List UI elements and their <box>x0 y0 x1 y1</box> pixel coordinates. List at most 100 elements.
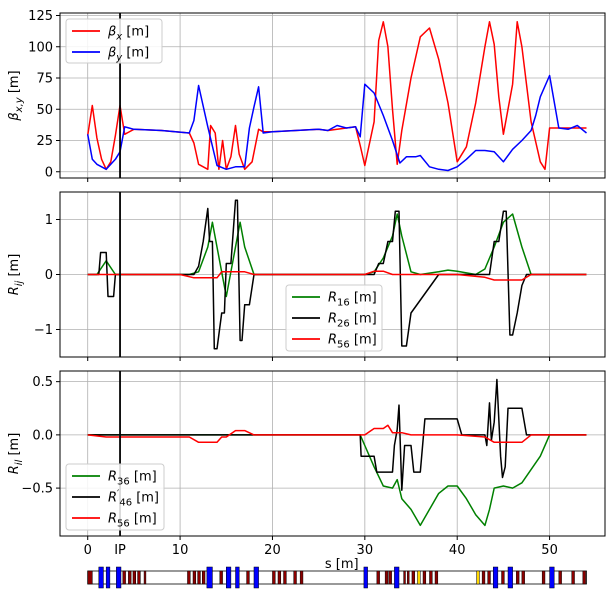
lattice-element-quad <box>492 566 499 589</box>
lattice-element-dipole <box>277 570 282 585</box>
series-line-2 <box>87 199 587 350</box>
lattice-element-dipole <box>582 570 586 585</box>
x-tick-label: 50 <box>541 543 558 558</box>
legend-label: R56 [m] <box>328 333 377 351</box>
lattice-element-dipole <box>571 570 575 585</box>
lattice-element-dipole <box>558 570 562 585</box>
lattice-element-dipole <box>403 570 406 585</box>
y-tick-label: 0 <box>45 165 53 180</box>
lattice-element-quad <box>394 566 400 589</box>
series-line-3 <box>87 270 587 281</box>
legend-1: βx [m] βy [m] <box>65 18 163 64</box>
lattice-element-dipole <box>481 570 486 585</box>
y-tick-label: 50 <box>36 103 53 118</box>
x-tick-label: 40 <box>449 543 466 558</box>
series-line-1 <box>87 213 587 298</box>
legend-label: R16 [m] <box>328 291 377 309</box>
y-axis-label-text: βx,y [m] <box>7 70 25 121</box>
y-tick-label: 100 <box>28 40 53 55</box>
x-tick-label: 0 <box>84 543 92 558</box>
y-tick-label: 0.0 <box>32 428 53 443</box>
x-axis-label: s [m] <box>325 557 359 572</box>
x-tick-label: 30 <box>357 543 374 558</box>
lattice-element-quad <box>226 566 232 589</box>
lattice-strip <box>87 566 587 589</box>
lattice-element-dipole <box>521 570 525 585</box>
lattice-element-quad <box>507 566 513 589</box>
legend-label: R′46 [m] <box>108 489 159 509</box>
lattice-element-sextupole <box>417 570 421 585</box>
legend-box <box>65 463 165 531</box>
lattice-element-quad <box>105 566 111 589</box>
y-axis-label-text: Rij [m] <box>7 254 25 296</box>
y-tick-label: 125 <box>28 9 53 24</box>
legend-label: R26 [m] <box>328 312 377 330</box>
axes-frame <box>59 370 606 537</box>
lattice-element-quad <box>116 566 122 589</box>
lattice-element-quad <box>235 566 240 589</box>
lattice-element-quad <box>363 566 368 589</box>
x-tick-label: 10 <box>172 543 189 558</box>
lattice-element-dipole <box>192 570 197 585</box>
lattice-element-dipole <box>388 570 392 585</box>
lattice-element-dipole <box>202 570 206 585</box>
ip-label: IP <box>114 543 126 558</box>
lattice-element-dipole <box>376 570 380 585</box>
legend-3: R36 [m]R′46 [m] R56 [m] <box>65 463 165 531</box>
lattice-element-dipole <box>429 570 433 585</box>
lattice-element-dipole <box>501 570 505 585</box>
lattice-element-dipole <box>293 570 297 585</box>
y-axis-label: βx,y [m] <box>7 70 25 121</box>
panel-1: 0 25 50 75 100 125 βx,y [m] <box>7 9 606 182</box>
lattice-element-quad <box>549 566 555 589</box>
lattice-element-quad <box>98 566 104 589</box>
y-tick-label: 0.5 <box>32 375 53 390</box>
lattice-element-dipole <box>516 570 520 585</box>
y-tick-label: 1 <box>45 213 53 228</box>
lattice-element-dipole <box>87 570 93 585</box>
lattice-element-dipole <box>132 570 136 585</box>
lattice-element-dipole <box>487 570 491 585</box>
lattice-element-dipole <box>384 570 389 585</box>
y-tick-label: −0.5 <box>21 482 53 497</box>
lattice-element-dipole <box>299 570 304 585</box>
lattice-element-dipole <box>283 570 287 585</box>
lattice-element-dipole <box>434 570 439 585</box>
lattice-element-dipole <box>246 570 250 585</box>
y-tick-label: 75 <box>36 72 53 87</box>
lattice-element-dipole <box>411 570 415 585</box>
y-tick-label: 25 <box>36 134 53 149</box>
lattice-element-quad <box>206 566 213 589</box>
lattice-element-dipole <box>272 570 276 585</box>
legend-label: R56 [m] <box>108 512 157 530</box>
lattice-element-dipole <box>197 570 201 585</box>
legend-2: R16 [m] R26 [m] R56 [m] <box>285 284 383 352</box>
series-line-2 <box>86 74 587 172</box>
lattice-element-dipole <box>187 570 191 585</box>
y-tick-label: −1 <box>34 323 53 338</box>
series-line-1 <box>87 434 587 527</box>
lattice-element-sextupole <box>476 570 480 585</box>
lattice-element-dipole <box>422 570 427 585</box>
y-tick-label: 0 <box>45 268 53 283</box>
lattice-element-dipole <box>541 570 546 585</box>
lattice-element-dipole <box>137 570 141 585</box>
lattice-element-quad <box>253 566 259 589</box>
lattice-element-dipole <box>122 570 126 585</box>
legend-label: βy [m] <box>107 46 149 64</box>
series-line-2 <box>87 378 587 491</box>
lattice-element-dipole <box>219 570 223 585</box>
legend-box <box>285 284 383 352</box>
lattice-element-dipole <box>128 570 132 585</box>
y-axis-label: Rij [m] <box>7 254 25 296</box>
legend-label: R36 [m] <box>108 470 157 488</box>
y-axis-label-text: Ril [m] <box>7 433 25 475</box>
lattice-element-dipole <box>407 570 410 585</box>
x-tick-label: 20 <box>264 543 281 558</box>
axes-frame <box>59 12 606 179</box>
series-line-3 <box>87 424 587 444</box>
panel-3: −0.5 0.0 0.5 Ril [m] <box>7 370 606 540</box>
series-line-1 <box>86 21 587 171</box>
legend-label: βx [m] <box>107 25 149 43</box>
